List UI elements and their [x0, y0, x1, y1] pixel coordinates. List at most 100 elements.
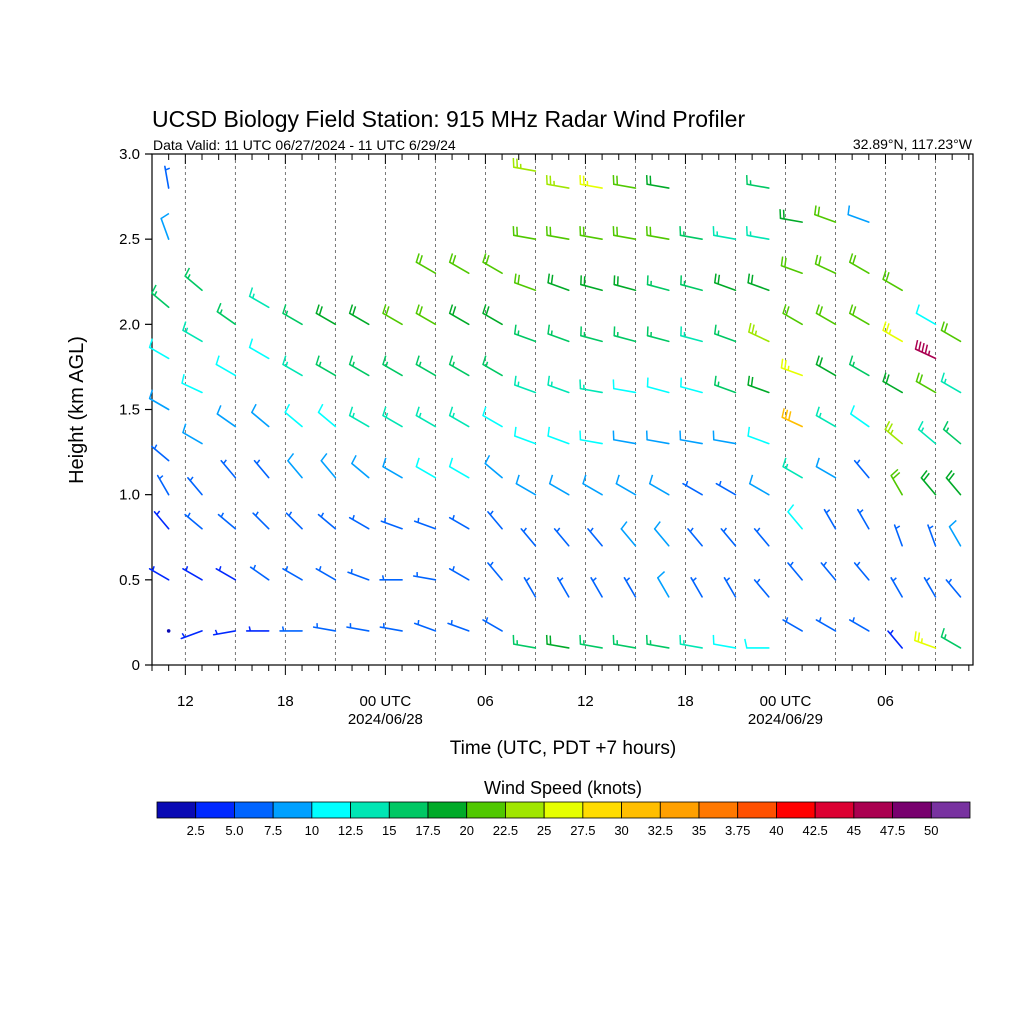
colorbar-label: 17.5 — [415, 823, 440, 838]
colorbar-swatch — [853, 801, 893, 819]
wind-barb — [380, 517, 403, 530]
wind-barb — [579, 430, 603, 445]
wind-barb — [679, 226, 703, 240]
colorbar-swatch — [156, 801, 197, 819]
wind-barb — [787, 504, 803, 530]
wind-barb — [317, 512, 337, 530]
colorbar-swatch — [350, 801, 390, 819]
wind-barb — [782, 617, 803, 632]
plot-area — [148, 153, 974, 666]
wind-barb — [748, 474, 770, 496]
wind-barb — [680, 275, 703, 292]
wind-barb — [348, 355, 370, 377]
wind-barb — [287, 453, 303, 479]
wind-barb — [248, 338, 270, 360]
colorbar-label: 32.5 — [648, 823, 673, 838]
wind-barb — [687, 527, 703, 547]
wind-barb — [590, 577, 603, 598]
wind-barb — [348, 514, 370, 530]
wind-barb — [382, 304, 403, 326]
wind-barb — [413, 619, 437, 632]
wind-barb — [482, 304, 503, 326]
x-tick-label: 06 — [477, 693, 494, 710]
wind-barb — [182, 566, 203, 581]
wind-barb — [820, 561, 837, 581]
wind-barb — [180, 630, 203, 640]
colorbar-swatch — [427, 801, 468, 819]
wind-barb — [890, 468, 903, 496]
wind-barb — [545, 175, 570, 189]
wind-barb — [187, 476, 203, 496]
wind-speed-colorbar: 2.5 5.0 7.5 10 12.5 15 17.5 20 22.5 25 27.5 30 32.5 3… — [156, 801, 971, 838]
wind-barb — [312, 623, 337, 632]
wind-barb — [379, 575, 403, 581]
wind-barb — [780, 256, 803, 275]
wind-barb — [780, 358, 803, 377]
wind-barb — [148, 566, 170, 581]
wind-barb — [513, 426, 537, 445]
wind-barb — [680, 377, 703, 394]
colorbar-swatch — [737, 801, 777, 819]
wind-barb — [882, 270, 903, 292]
wind-barb — [648, 474, 670, 496]
wind-barb — [779, 209, 803, 223]
y-axis-label: Height (km AGL) — [66, 336, 88, 484]
colorbar-swatch — [892, 801, 932, 819]
wind-barb — [612, 226, 637, 240]
wind-barb — [156, 474, 170, 496]
wind-barb — [249, 564, 270, 581]
wind-barb — [448, 355, 470, 377]
colorbar-swatch — [776, 801, 816, 819]
wind-barb — [914, 339, 937, 360]
colorbar-label: 12.5 — [338, 823, 363, 838]
y-tick-label: 1.0 — [119, 487, 140, 504]
wind-barb — [915, 372, 937, 394]
wind-barb — [284, 403, 303, 428]
wind-barb — [782, 304, 803, 326]
wind-barb — [690, 577, 703, 598]
wind-barb — [579, 226, 603, 240]
wind-barb — [613, 326, 637, 343]
wind-barb — [853, 561, 870, 581]
colorbar-swatch — [195, 801, 235, 819]
wind-barb — [348, 406, 370, 428]
wind-barb — [547, 273, 570, 292]
wind-barb — [747, 375, 770, 394]
wind-barb — [487, 510, 503, 530]
colorbar-swatch — [930, 801, 971, 819]
wind-barb — [848, 253, 870, 275]
wind-barb — [282, 355, 303, 377]
wind-barb — [857, 508, 870, 530]
wind-barb — [556, 577, 570, 598]
wind-barb — [747, 273, 770, 292]
wind-barb — [217, 512, 237, 530]
wind-barb — [656, 571, 670, 598]
wind-barb — [713, 273, 737, 292]
colorbar-swatch — [814, 801, 855, 819]
wind-barb — [166, 629, 171, 633]
wind-barb — [682, 480, 703, 496]
wind-barb — [579, 175, 603, 189]
colorbar-label: 3.75 — [725, 823, 750, 838]
wind-barb — [523, 577, 537, 598]
wind-barb — [815, 457, 837, 479]
y-tick-label: 2.0 — [119, 316, 140, 333]
y-tick-label: 2.5 — [119, 231, 140, 248]
wind-barb — [582, 474, 603, 496]
wind-barb — [580, 275, 603, 292]
wind-barb — [482, 617, 503, 632]
wind-barb — [753, 527, 770, 547]
colorbar-swatch — [388, 801, 429, 819]
wind-barb — [512, 226, 537, 240]
wind-barb — [482, 355, 503, 377]
wind-barb — [723, 577, 737, 598]
wind-barb — [447, 619, 470, 632]
wind-barb — [612, 430, 637, 445]
colorbar-label: 45 — [847, 823, 861, 838]
wind-barb — [893, 524, 903, 547]
wind-barb — [815, 617, 837, 632]
wind-barb — [612, 379, 637, 394]
colorbar-label: 30 — [614, 823, 628, 838]
wind-barb — [613, 275, 637, 292]
